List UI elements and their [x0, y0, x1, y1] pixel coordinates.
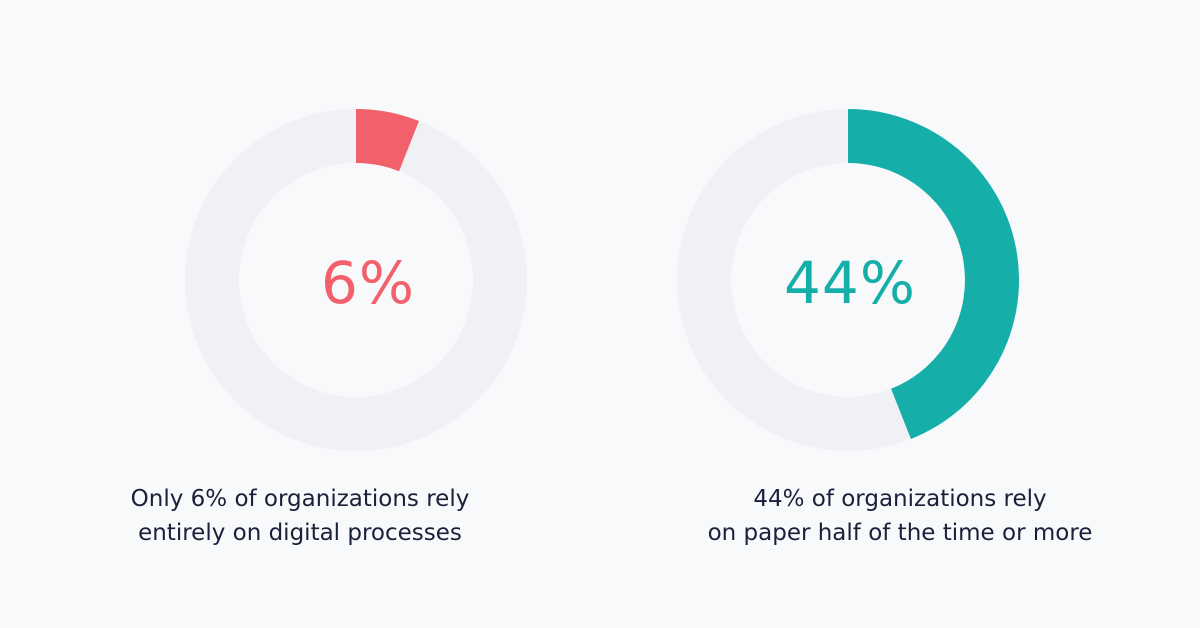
caption-line-2: on paper half of the time or more	[707, 520, 1093, 546]
caption-line-1: 44% of organizations rely	[753, 486, 1047, 512]
donut-value-segment	[356, 109, 419, 172]
chart-caption: 44% of organizations rely on paper half …	[600, 482, 1200, 550]
donut-chart-paper: 44% 44% of organizations rely on paper h…	[600, 0, 1200, 628]
donut-svg-digital	[356, 109, 419, 172]
caption-line-1: Only 6% of organizations rely	[130, 486, 470, 512]
center-value-label: 44%	[784, 249, 916, 317]
caption-line-2: entirely on digital processes	[138, 520, 462, 546]
donut-chart-digital: 6% Only 6% of organizations rely entirel…	[0, 109, 600, 550]
chart-caption: Only 6% of organizations rely entirely o…	[0, 482, 600, 550]
donut-svg-paper	[677, 109, 1020, 451]
donut-value-segment	[848, 109, 1020, 439]
center-value-label: 6%	[320, 249, 415, 317]
